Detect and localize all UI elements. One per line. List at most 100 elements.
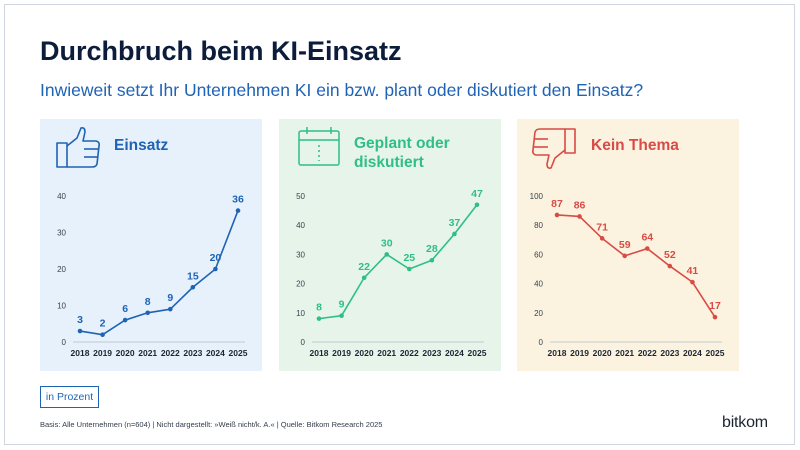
- data-label: 30: [381, 237, 393, 249]
- data-label: 20: [210, 252, 222, 264]
- data-label: 64: [641, 232, 653, 244]
- series-line: [318, 204, 478, 320]
- x-tick-label: 2019: [93, 348, 112, 358]
- x-tick-label: 2023: [660, 348, 679, 358]
- data-point: [452, 231, 457, 237]
- x-tick-label: 2020: [116, 348, 135, 358]
- y-tick-label: 40: [296, 221, 305, 230]
- data-label: 9: [339, 299, 345, 311]
- data-point: [712, 314, 718, 320]
- panel-title-line-2: diskutiert: [354, 154, 424, 171]
- y-tick-label: 0: [62, 338, 67, 347]
- x-tick-label: 2021: [377, 348, 396, 358]
- x-tick-label: 2019: [570, 348, 589, 358]
- data-point: [599, 236, 605, 241]
- data-point: [235, 208, 241, 213]
- data-label: 28: [426, 243, 438, 255]
- data-label: 71: [596, 221, 608, 233]
- y-tick-label: 80: [534, 221, 543, 230]
- data-point: [667, 263, 673, 269]
- y-tick-label: 40: [57, 192, 66, 201]
- data-point: [429, 257, 435, 263]
- data-label: 9: [167, 292, 173, 304]
- y-tick-label: 50: [296, 192, 305, 201]
- frame-border: [4, 4, 795, 445]
- data-point: [145, 310, 151, 316]
- bitkom-logo: bitkom: [722, 414, 768, 431]
- x-tick-label: 2021: [138, 348, 157, 358]
- data-label: 15: [187, 270, 199, 282]
- x-tick-label: 2019: [332, 348, 351, 358]
- data-label: 37: [449, 217, 461, 229]
- x-tick-label: 2018: [548, 348, 567, 358]
- x-tick-label: 2023: [183, 348, 202, 358]
- page-subtitle: Inwieweit setzt Ihr Unternehmen KI ein b…: [40, 80, 644, 100]
- data-label: 25: [403, 252, 415, 264]
- x-tick-label: 2022: [161, 348, 180, 358]
- x-tick-label: 2024: [445, 348, 464, 358]
- series-line: [79, 210, 239, 336]
- y-tick-label: 20: [57, 265, 66, 274]
- data-point: [361, 275, 367, 281]
- data-label: 86: [574, 199, 586, 211]
- y-tick-label: 10: [57, 302, 66, 311]
- panel-title-geplant: Geplant oder diskutiert: [354, 134, 450, 172]
- thumbs-down-icon: [532, 128, 576, 169]
- y-tick-label: 20: [534, 309, 543, 318]
- data-point: [690, 279, 695, 285]
- data-label: 17: [709, 300, 721, 312]
- data-label: 8: [145, 296, 151, 308]
- data-label: 41: [687, 265, 699, 277]
- series-line: [556, 214, 716, 318]
- data-label: 8: [316, 302, 322, 314]
- data-label: 59: [619, 239, 631, 251]
- chart-kein-thema: 0 20 40 60 80 100 2018 2019 2020 2021 2022 2023 2024…: [530, 128, 725, 358]
- y-tick-label: 40: [534, 280, 543, 289]
- data-point: [577, 214, 582, 219]
- data-point: [316, 316, 322, 321]
- panel-geplant: 0 10 20 30 40 50 2018 2019 2020 2021 2022 2023 2024 2…: [279, 119, 501, 371]
- data-label: 52: [664, 249, 676, 261]
- data-point: [213, 266, 218, 272]
- x-tick-label: 2025: [468, 348, 487, 358]
- data-point: [77, 328, 83, 334]
- x-tick-label: 2022: [638, 348, 657, 358]
- data-point: [644, 246, 650, 251]
- y-tick-label: 0: [539, 338, 544, 347]
- y-tick-label: 30: [296, 250, 305, 259]
- data-point: [100, 332, 105, 337]
- page-title: Durchbruch beim KI-Einsatz: [40, 36, 402, 66]
- x-tick-label: 2018: [71, 348, 90, 358]
- data-label: 6: [122, 303, 128, 315]
- x-tick-label: 2021: [615, 348, 634, 358]
- footnote: Basis: Alle Unternehmen (n=604) | Nicht …: [40, 420, 383, 429]
- x-tick-label: 2020: [355, 348, 374, 358]
- y-tick-label: 60: [534, 250, 543, 259]
- panel-einsatz: 0 10 20 30 40 2018 2019 2020 2021 2022 2023 2024 202…: [40, 119, 262, 371]
- y-tick-label: 20: [296, 280, 305, 289]
- chart-geplant: 0 10 20 30 40 50 2018 2019 2020 2021 2022 2023 2024 2…: [296, 127, 487, 358]
- data-label: 3: [77, 314, 83, 326]
- data-point: [406, 266, 412, 272]
- panel-title-kein-thema: Kein Thema: [591, 137, 679, 154]
- x-tick-label: 2020: [593, 348, 612, 358]
- thumbs-up-icon: [56, 127, 100, 168]
- x-tick-label: 2018: [310, 348, 329, 358]
- calendar-icon: [298, 127, 340, 166]
- data-label: 87: [551, 198, 563, 210]
- unit-label: in Prozent: [40, 386, 99, 408]
- x-tick-label: 2024: [206, 348, 225, 358]
- x-tick-label: 2023: [422, 348, 441, 358]
- y-tick-label: 30: [57, 229, 66, 238]
- data-label: 36: [232, 194, 244, 206]
- x-tick-label: 2024: [683, 348, 702, 358]
- data-label: 47: [471, 188, 483, 200]
- panel-title-einsatz: Einsatz: [114, 137, 169, 154]
- panel-kein-thema: 0 20 40 60 80 100 2018 2019 2020 2021 2022 2023 2024…: [517, 119, 739, 371]
- data-point: [167, 306, 173, 312]
- x-tick-label: 2022: [400, 348, 419, 358]
- data-point: [190, 284, 196, 290]
- x-tick-label: 2025: [706, 348, 725, 358]
- data-point: [622, 253, 628, 259]
